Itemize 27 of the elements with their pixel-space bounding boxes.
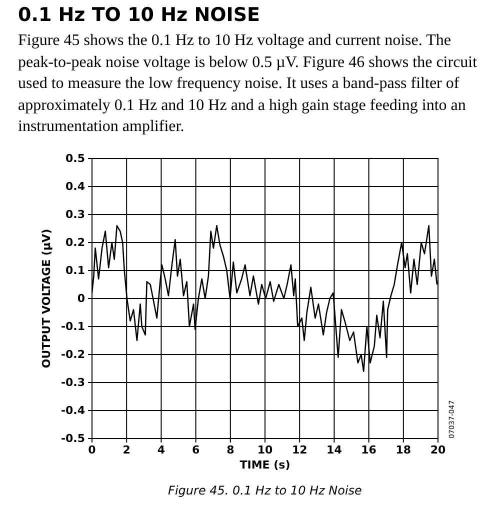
x-tick-label: 14: [326, 442, 342, 456]
y-tick-label: 0.2: [66, 236, 85, 249]
y-tick-label: -0.3: [60, 376, 85, 389]
x-tick-label: 16: [361, 442, 377, 456]
y-tick-label: 0: [77, 292, 86, 305]
y-tick-label: 0.1: [66, 264, 85, 277]
y-tick-label: -0.1: [60, 320, 85, 333]
chart-title: 0.1 Hz TO 10 Hz NOISE: [18, 4, 261, 26]
x-tick-label: 20: [430, 442, 446, 456]
x-tick-label: 12: [292, 442, 308, 456]
y-axis-title: OUTPUT VOLTAGE (µV): [40, 228, 53, 368]
x-tick-label: 4: [157, 442, 166, 456]
y-tick-label: 0.4: [66, 180, 86, 193]
x-tick-label: 8: [226, 442, 234, 456]
y-tick-label: -0.5: [60, 432, 85, 445]
caption: Figure 45. 0.1 Hz to 10 Hz Noise: [168, 483, 362, 497]
y-tick-label: 0.3: [66, 208, 85, 221]
x-tick-label: 6: [192, 442, 200, 456]
y-tick-label: -0.2: [60, 348, 85, 361]
x-tick-label: 0: [88, 442, 96, 456]
chart-subtitle: Figure 45 shows the 0.1 Hz to 10 Hz voltage and current noise. The peak-to-peak noise voltage is below 0.5 µV. Figure 46 shows the circuit used to measure the low frequency noise. It uses a band-pass filter of approximately 0.1 Hz and 10 Hz and a high gain stage feeding into an instrumentation amplifier.: [18, 31, 478, 137]
x-axis-title: TIME (s): [240, 458, 290, 471]
x-tick-label: 18: [396, 442, 412, 456]
x-tick-label: 2: [122, 442, 130, 456]
y-tick-label: -0.4: [60, 404, 86, 417]
y-tick-label: 0.5: [66, 152, 85, 165]
x-tick-label: 10: [257, 442, 273, 456]
